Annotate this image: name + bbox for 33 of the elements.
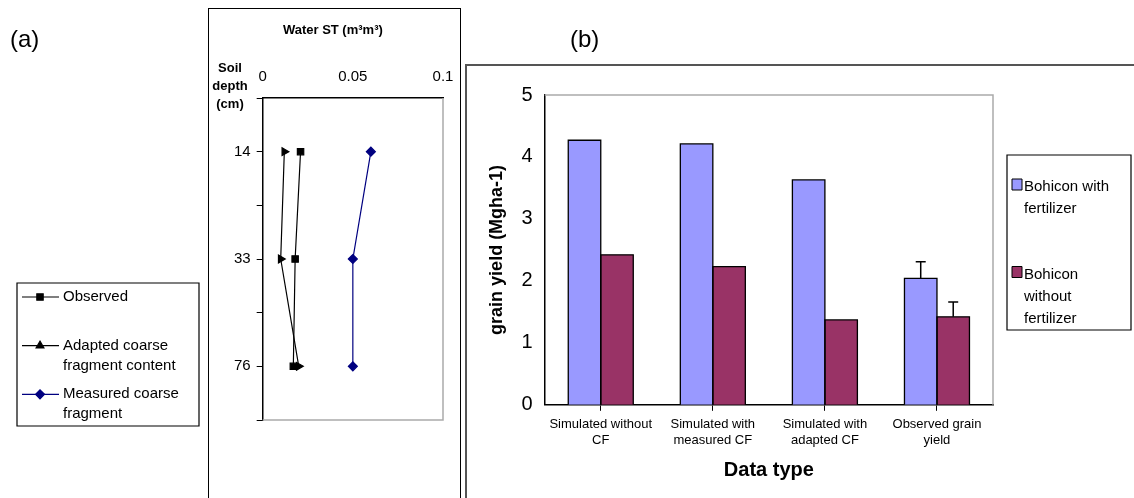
text: (a) bbox=[10, 24, 40, 52]
y-axis-title: Soil depth (cm) bbox=[212, 59, 248, 111]
y-tick-label: 33 bbox=[234, 249, 251, 267]
x-tick-label: Simulated with measured CF bbox=[670, 416, 756, 447]
point bbox=[347, 253, 358, 265]
legend-label: Observed bbox=[63, 287, 129, 305]
legend-label: Bohicon with fertilizer bbox=[1024, 177, 1110, 217]
x-tick-label: 0.05 bbox=[338, 67, 368, 85]
x-axis-title: Data type bbox=[723, 457, 814, 480]
x-tick-label: Observed grain yield bbox=[892, 416, 982, 447]
x-tick-label: 0.1 bbox=[432, 67, 454, 85]
y-axis-title: grain yield (Mgha-1) bbox=[485, 164, 506, 335]
y-tick-label: 4 bbox=[521, 144, 533, 167]
point bbox=[347, 361, 358, 372]
y-tick-label: 0 bbox=[521, 392, 533, 415]
legend-label: Adapted coarse fragment content bbox=[63, 335, 177, 373]
legend-label: Bohicon without fertilizer bbox=[1023, 264, 1079, 326]
y-tick-label: 5 bbox=[521, 82, 533, 105]
chart-title: Water ST (m³m³) bbox=[282, 21, 383, 37]
point bbox=[277, 254, 286, 264]
y-tick-label: 14 bbox=[234, 141, 251, 159]
legend-label: Measured coarse fragment bbox=[63, 384, 179, 422]
x-tick-label: Simulated without CF bbox=[549, 416, 653, 447]
point bbox=[291, 255, 299, 263]
y-tick-label: 1 bbox=[521, 330, 533, 353]
point bbox=[365, 146, 376, 157]
x-tick-label: Simulated with adapted CF bbox=[782, 416, 868, 447]
x-tick-label: 0 bbox=[258, 67, 267, 85]
text: (b) bbox=[570, 24, 600, 52]
y-tick-label: 76 bbox=[234, 356, 251, 374]
y-tick-label: 3 bbox=[521, 206, 533, 229]
point bbox=[281, 147, 290, 157]
y-tick-label: 2 bbox=[521, 268, 533, 291]
